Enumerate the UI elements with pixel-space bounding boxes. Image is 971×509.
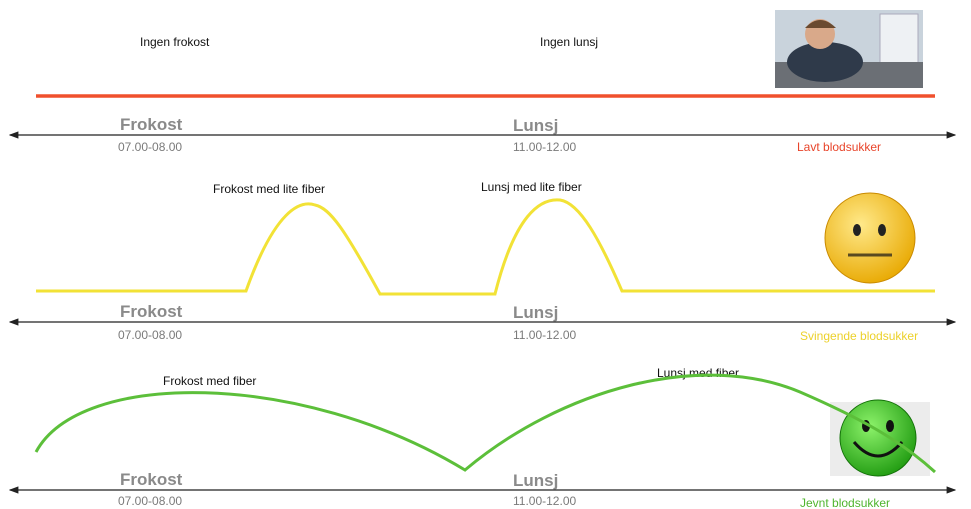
time-label: 11.00-12.00 (513, 494, 576, 508)
time-label: 07.00-08.00 (118, 494, 182, 508)
meal-label: Frokost (120, 115, 183, 134)
neutral-face (825, 193, 915, 283)
meal-label: Lunsj (513, 471, 558, 490)
status-label: Jevnt blodsukker (800, 496, 890, 509)
annotation: Lunsj med lite fiber (481, 180, 582, 194)
meal-label: Lunsj (513, 303, 558, 322)
annotation: Frokost med lite fiber (213, 182, 325, 196)
status-label: Lavt blodsukker (797, 140, 881, 154)
meal-label: Frokost (120, 470, 183, 489)
panel-stable: Frokost med fiber Lunsj med fiber Frokos… (10, 366, 955, 509)
panel-fluctuating: Frokost med lite fiber Lunsj med lite fi… (10, 180, 955, 343)
time-label: 11.00-12.00 (513, 328, 576, 342)
time-label: 07.00-08.00 (118, 140, 182, 154)
glucose-curve (36, 200, 935, 294)
time-label: 07.00-08.00 (118, 328, 182, 342)
annotation: Ingen frokost (140, 35, 210, 49)
meal-label: Frokost (120, 302, 183, 321)
panel-low: Ingen frokost Ingen lunsj Frokost 07.00-… (10, 10, 955, 154)
status-label: Svingende blodsukker (800, 329, 918, 343)
photo (775, 10, 923, 88)
meal-label: Lunsj (513, 116, 558, 135)
annotation: Ingen lunsj (540, 35, 598, 49)
annotation: Frokost med fiber (163, 374, 256, 388)
time-label: 11.00-12.00 (513, 140, 576, 154)
diagram: Ingen frokost Ingen lunsj Frokost 07.00-… (0, 0, 971, 509)
glucose-curve (36, 375, 935, 472)
